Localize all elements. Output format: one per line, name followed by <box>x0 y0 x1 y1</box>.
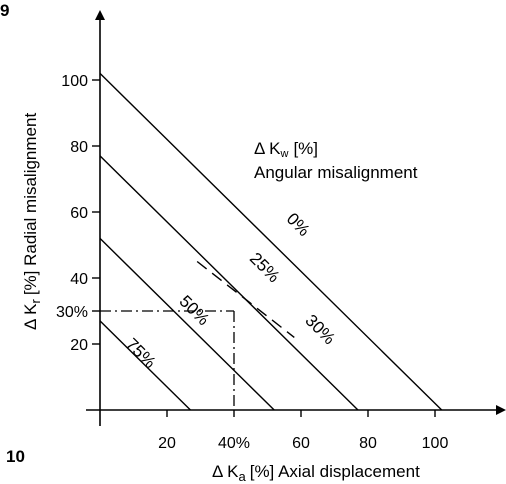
curve-line <box>99 320 191 411</box>
curve-line <box>99 237 275 411</box>
curve-line <box>99 72 443 411</box>
x-tick-label: 20 <box>158 435 176 452</box>
x-tick-label: 80 <box>359 435 377 452</box>
y-ticks: 20 30% 40 60 80 100 <box>56 73 100 354</box>
x-tick-label: 100 <box>422 435 449 452</box>
page-number-bottom: 10 <box>6 447 25 466</box>
annotation-subtitle: Angular misalignment <box>254 163 418 182</box>
y-tick-label: 30% <box>56 304 88 321</box>
curves: 0%25%50%75% <box>99 72 443 411</box>
curve-label: 25% <box>246 249 283 286</box>
y-tick-label: 40 <box>70 271 88 288</box>
y-tick-label: 20 <box>70 337 88 354</box>
curve-label: 75% <box>122 335 159 372</box>
x-tick-label: 40% <box>218 435 250 452</box>
curve-label: 0% <box>283 209 314 240</box>
y-tick-label: 60 <box>70 205 88 222</box>
y-tick-label: 100 <box>61 73 88 90</box>
y-tick-label: 80 <box>70 139 88 156</box>
page-number-top: 9 <box>0 1 9 20</box>
y-axis-label: Δ Kr[%] Radial misalignment <box>21 113 43 330</box>
x-ticks: 20 40% 60 80 100 <box>158 410 448 452</box>
annotation-title: Δ Kw [%] <box>254 139 318 160</box>
curve-line <box>99 155 359 411</box>
result-label: 30% <box>301 311 338 348</box>
x-tick-label: 60 <box>292 435 310 452</box>
x-axis-label: Δ Ka [%] Axial displacement <box>212 462 420 484</box>
interpolated-curve <box>196 260 295 338</box>
